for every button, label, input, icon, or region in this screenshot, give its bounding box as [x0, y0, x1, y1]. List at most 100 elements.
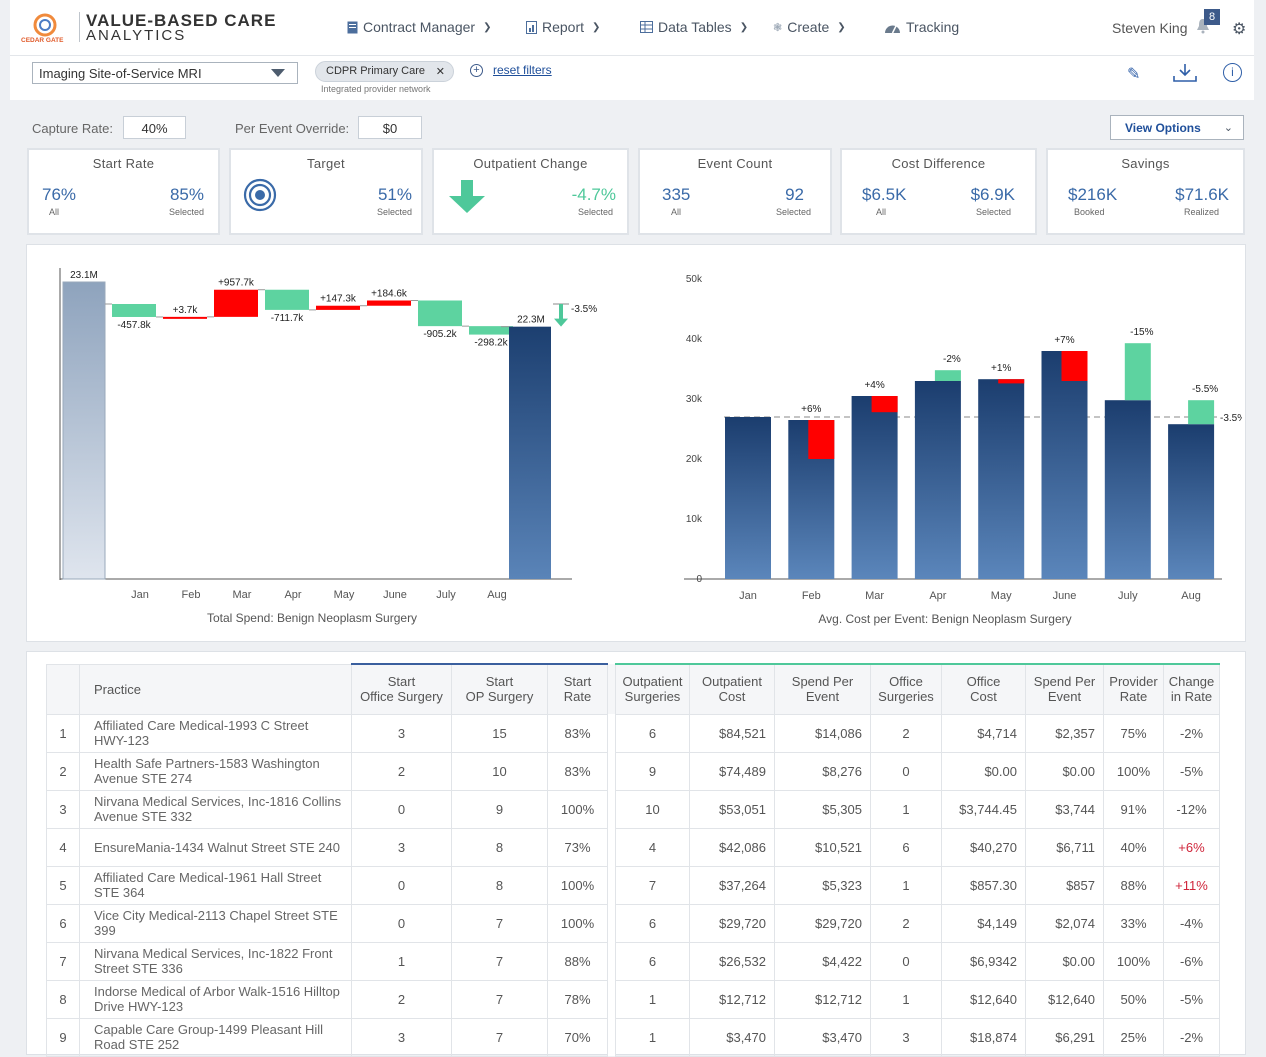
header-spend-event[interactable]: Spend Per Event [774, 663, 871, 715]
capture-rate-input[interactable]: 40% [123, 116, 186, 139]
header-start-rate[interactable]: Start Rate [547, 663, 608, 715]
header-op-surgeries[interactable]: Outpatient Surgeries [615, 663, 690, 715]
table-row[interactable]: 8 Indorse Medical of Arbor Walk-1516 Hill… [46, 979, 1220, 1019]
waterfall-delta-bar [367, 300, 411, 306]
table-row[interactable]: 7 Nirvana Medical Services, Inc-1822 Fron… [46, 941, 1220, 981]
user-name[interactable]: Steven King [1112, 20, 1188, 36]
kpi-start-rate[interactable]: Start Rate 76% All 85% Selected [27, 148, 220, 235]
nav-contract-manager[interactable]: Contract Manager ❯ [347, 19, 491, 35]
cell-ofs: 2 [870, 903, 942, 943]
header-line: Event [805, 689, 840, 705]
column-gap [607, 980, 616, 1018]
cell-practice[interactable]: Vice City Medical-2113 Chapel Street STE… [79, 903, 352, 943]
table-row[interactable]: 6 Vice City Medical-2113 Chapel Street ST… [46, 903, 1220, 943]
cell-practice[interactable]: Capable Care Group-1499 Pleasant Hill Ro… [79, 1017, 352, 1057]
cell-spe2: $6,291 [1025, 1017, 1104, 1057]
cedar-gate-logo-icon[interactable]: CEDAR GATE [20, 12, 70, 44]
table-row[interactable]: 4 EnsureMania-1434 Walnut Street STE 240 3… [46, 827, 1220, 867]
waterfall-delta-label: -457.8k [117, 320, 151, 331]
override-label: Per Event Override: [235, 121, 350, 136]
cell-pr: 33% [1103, 903, 1164, 943]
x-tick-label: Aug [487, 589, 507, 601]
cell-ops: 1 [615, 1017, 690, 1057]
nav-tracking[interactable]: Tracking [884, 19, 959, 35]
view-select[interactable]: Imaging Site-of-Service MRI [32, 62, 298, 84]
kpi-savings[interactable]: Savings $216K Booked $71.6K Realized [1046, 148, 1245, 235]
cell-practice[interactable]: Indorse Medical of Arbor Walk-1516 Hillt… [79, 979, 352, 1019]
cell-idx: 3 [46, 789, 80, 829]
header-spend-event-2[interactable]: Spend Per Event [1025, 663, 1104, 715]
pencil-icon[interactable]: ✎ [1127, 66, 1141, 83]
caret-down-icon [271, 69, 285, 77]
override-input[interactable]: $0 [358, 116, 422, 139]
waterfall-delta-bar [265, 289, 309, 310]
logo-brand-text: CEDAR GATE [21, 37, 64, 44]
header-provider-rate[interactable]: Provider Rate [1103, 663, 1164, 715]
table-row[interactable]: 9 Capable Care Group-1499 Pleasant Hill R… [46, 1017, 1220, 1057]
cell-cr: -12% [1163, 789, 1220, 829]
table-row[interactable]: 1 Affiliated Care Medical-1993 C Street H… [46, 713, 1220, 753]
cell-ops: 1 [615, 979, 690, 1019]
avg-cost-chart[interactable]: 0 10k 20k 30k 40k 50k -3.5% Jan +6% Feb +4% Mar -2% A… [642, 245, 1242, 641]
plus-circle-icon[interactable]: + [470, 64, 483, 77]
header-start-op[interactable]: Start OP Surgery [451, 663, 548, 715]
header-practice[interactable]: Practice [79, 663, 352, 715]
cell-sr: 78% [547, 979, 608, 1019]
cell-pr: 25% [1103, 1017, 1164, 1057]
kpi-title: Target [307, 156, 345, 171]
kpi-event-count[interactable]: Event Count 335 All 92 Selected [638, 148, 832, 235]
cell-practice[interactable]: Health Safe Partners-1583 Washington Ave… [79, 751, 352, 791]
waterfall-chart[interactable]: 23.1M -457.8k Jan +3.7k Feb +957.7k Mar -711.7k… [27, 245, 637, 641]
view-options-button[interactable]: View Options ⌄ [1110, 115, 1244, 140]
nav-report[interactable]: Report ❯ [526, 19, 600, 35]
cell-practice[interactable]: EnsureMania-1434 Walnut Street STE 240 [79, 827, 352, 867]
kpi-left-value: 335 [662, 185, 691, 204]
x-tick-label: Mar [865, 590, 884, 602]
header-line: Surgeries [624, 689, 681, 705]
kpi-target[interactable]: Target 51% Selected [229, 148, 423, 235]
cell-pr: 91% [1103, 789, 1164, 829]
y-tick-label: 20k [686, 454, 703, 465]
gear-icon[interactable]: ⚙ [1232, 21, 1247, 38]
filter-chip-subtext: Integrated provider network [321, 84, 431, 94]
table-row[interactable]: 3 Nirvana Medical Services, Inc-1816 Coll… [46, 789, 1220, 829]
cell-practice[interactable]: Affiliated Care Medical-1961 Hall Street… [79, 865, 352, 905]
cell-practice[interactable]: Nirvana Medical Services, Inc-1816 Colli… [79, 789, 352, 829]
notification-badge: 8 [1204, 9, 1220, 25]
filter-chip[interactable]: CDPR Primary Care ✕ [315, 61, 454, 82]
cell-spe: $10,521 [774, 827, 871, 867]
capture-rate-label: Capture Rate: [32, 121, 113, 136]
header-office-surgeries[interactable]: Office Surgeries [870, 663, 942, 715]
y-tick-label: 10k [686, 514, 703, 525]
waterfall-delta-bar [112, 304, 156, 317]
header-start-office[interactable]: Start Office Surgery [351, 663, 452, 715]
header-office-cost[interactable]: Office Cost [941, 663, 1026, 715]
kpi-cost-difference[interactable]: Cost Difference $6.5K All $6.9K Selected [840, 148, 1037, 235]
kpi-outpatient-change[interactable]: Outpatient Change -4.7% Selected [432, 148, 629, 235]
cell-practice[interactable]: Affiliated Care Medical-1993 C Street HW… [79, 713, 352, 753]
filter-chip-label: CDPR Primary Care [326, 65, 426, 77]
avg-cost-bar [851, 396, 898, 579]
cell-so: 0 [351, 865, 452, 905]
reset-filters-link[interactable]: reset filters [493, 63, 552, 77]
nav-data-tables[interactable]: Data Tables ❯ [640, 19, 748, 35]
download-icon[interactable] [1172, 63, 1198, 83]
kpi-left-value: $216K [1068, 185, 1118, 204]
header-op-cost[interactable]: Outpatient Cost [689, 663, 775, 715]
header-change-rate[interactable]: Change in Rate [1163, 663, 1220, 715]
kpi-title: Outpatient Change [473, 156, 588, 171]
info-icon[interactable]: i [1223, 63, 1242, 82]
close-icon[interactable]: ✕ [435, 66, 445, 78]
cell-opc: $42,086 [689, 827, 775, 867]
change-arrow-shaft [559, 304, 563, 321]
table-row[interactable]: 5 Affiliated Care Medical-1961 Hall Stree… [46, 865, 1220, 905]
x-tick-label: Apr [929, 590, 946, 602]
nav-create[interactable]: ❃ Create ❯ [773, 19, 846, 35]
nav-contract-manager-label: Contract Manager [363, 19, 476, 35]
filter-bar: Imaging Site-of-Service MRI CDPR Primary… [10, 56, 1254, 100]
sparkle-icon: ❃ [773, 21, 783, 34]
avg-cost-change-bar [1188, 400, 1215, 425]
cell-practice[interactable]: Nirvana Medical Services, Inc-1822 Front… [79, 941, 352, 981]
view-options-label: View Options [1125, 121, 1201, 135]
table-row[interactable]: 2 Health Safe Partners-1583 Washington Av… [46, 751, 1220, 791]
